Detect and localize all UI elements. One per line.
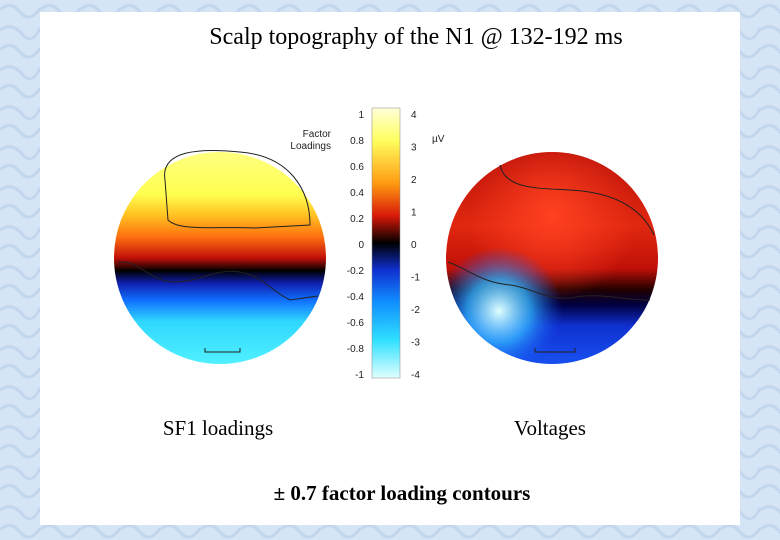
left-tick-label: 0 xyxy=(358,240,364,251)
colorbar-labels: Factor Loadings µV 1 0.8 0.6 0.4 0.2 0 -0.2 -0.… xyxy=(290,110,444,381)
right-tick-label: -2 xyxy=(411,305,420,316)
panel-label: Voltages xyxy=(514,416,586,440)
panel-label: SF1 loadings xyxy=(163,416,273,440)
left-tick-label: 0.4 xyxy=(350,188,364,199)
left-tick-label: 0.8 xyxy=(350,136,364,147)
right-tick-label: 3 xyxy=(411,143,417,154)
right-tick-label: -1 xyxy=(411,273,420,284)
left-title: Loadings xyxy=(290,141,331,152)
left-tick-label: -0.4 xyxy=(347,292,365,303)
left-tick-label: -1 xyxy=(355,370,364,381)
slide-title: Scalp topography of the N1 @ 132-192 ms xyxy=(209,24,622,50)
left-tick-label: 0.6 xyxy=(350,162,364,173)
left-topomap xyxy=(114,150,326,364)
left-tick-label: -0.2 xyxy=(347,266,365,277)
footer: ± 0.7 factor loading contours xyxy=(274,481,531,505)
left-tick-label: 1 xyxy=(358,110,364,121)
right-tick-label: 4 xyxy=(411,110,417,121)
right-topomap xyxy=(446,152,658,364)
right-tick-label: 0 xyxy=(411,240,417,251)
colorbar xyxy=(371,107,401,379)
left-tick-label: 0.2 xyxy=(350,214,364,225)
right-tick-label: 1 xyxy=(411,208,417,219)
right-tick-label: -4 xyxy=(411,370,420,381)
left-tick-label: -0.8 xyxy=(347,344,365,355)
right-tick-label: 2 xyxy=(411,175,417,186)
left-tick-label: -0.6 xyxy=(347,318,365,329)
right-title: µV xyxy=(432,134,445,145)
left-title: Factor xyxy=(303,129,332,140)
right-tick-label: -3 xyxy=(411,338,420,349)
